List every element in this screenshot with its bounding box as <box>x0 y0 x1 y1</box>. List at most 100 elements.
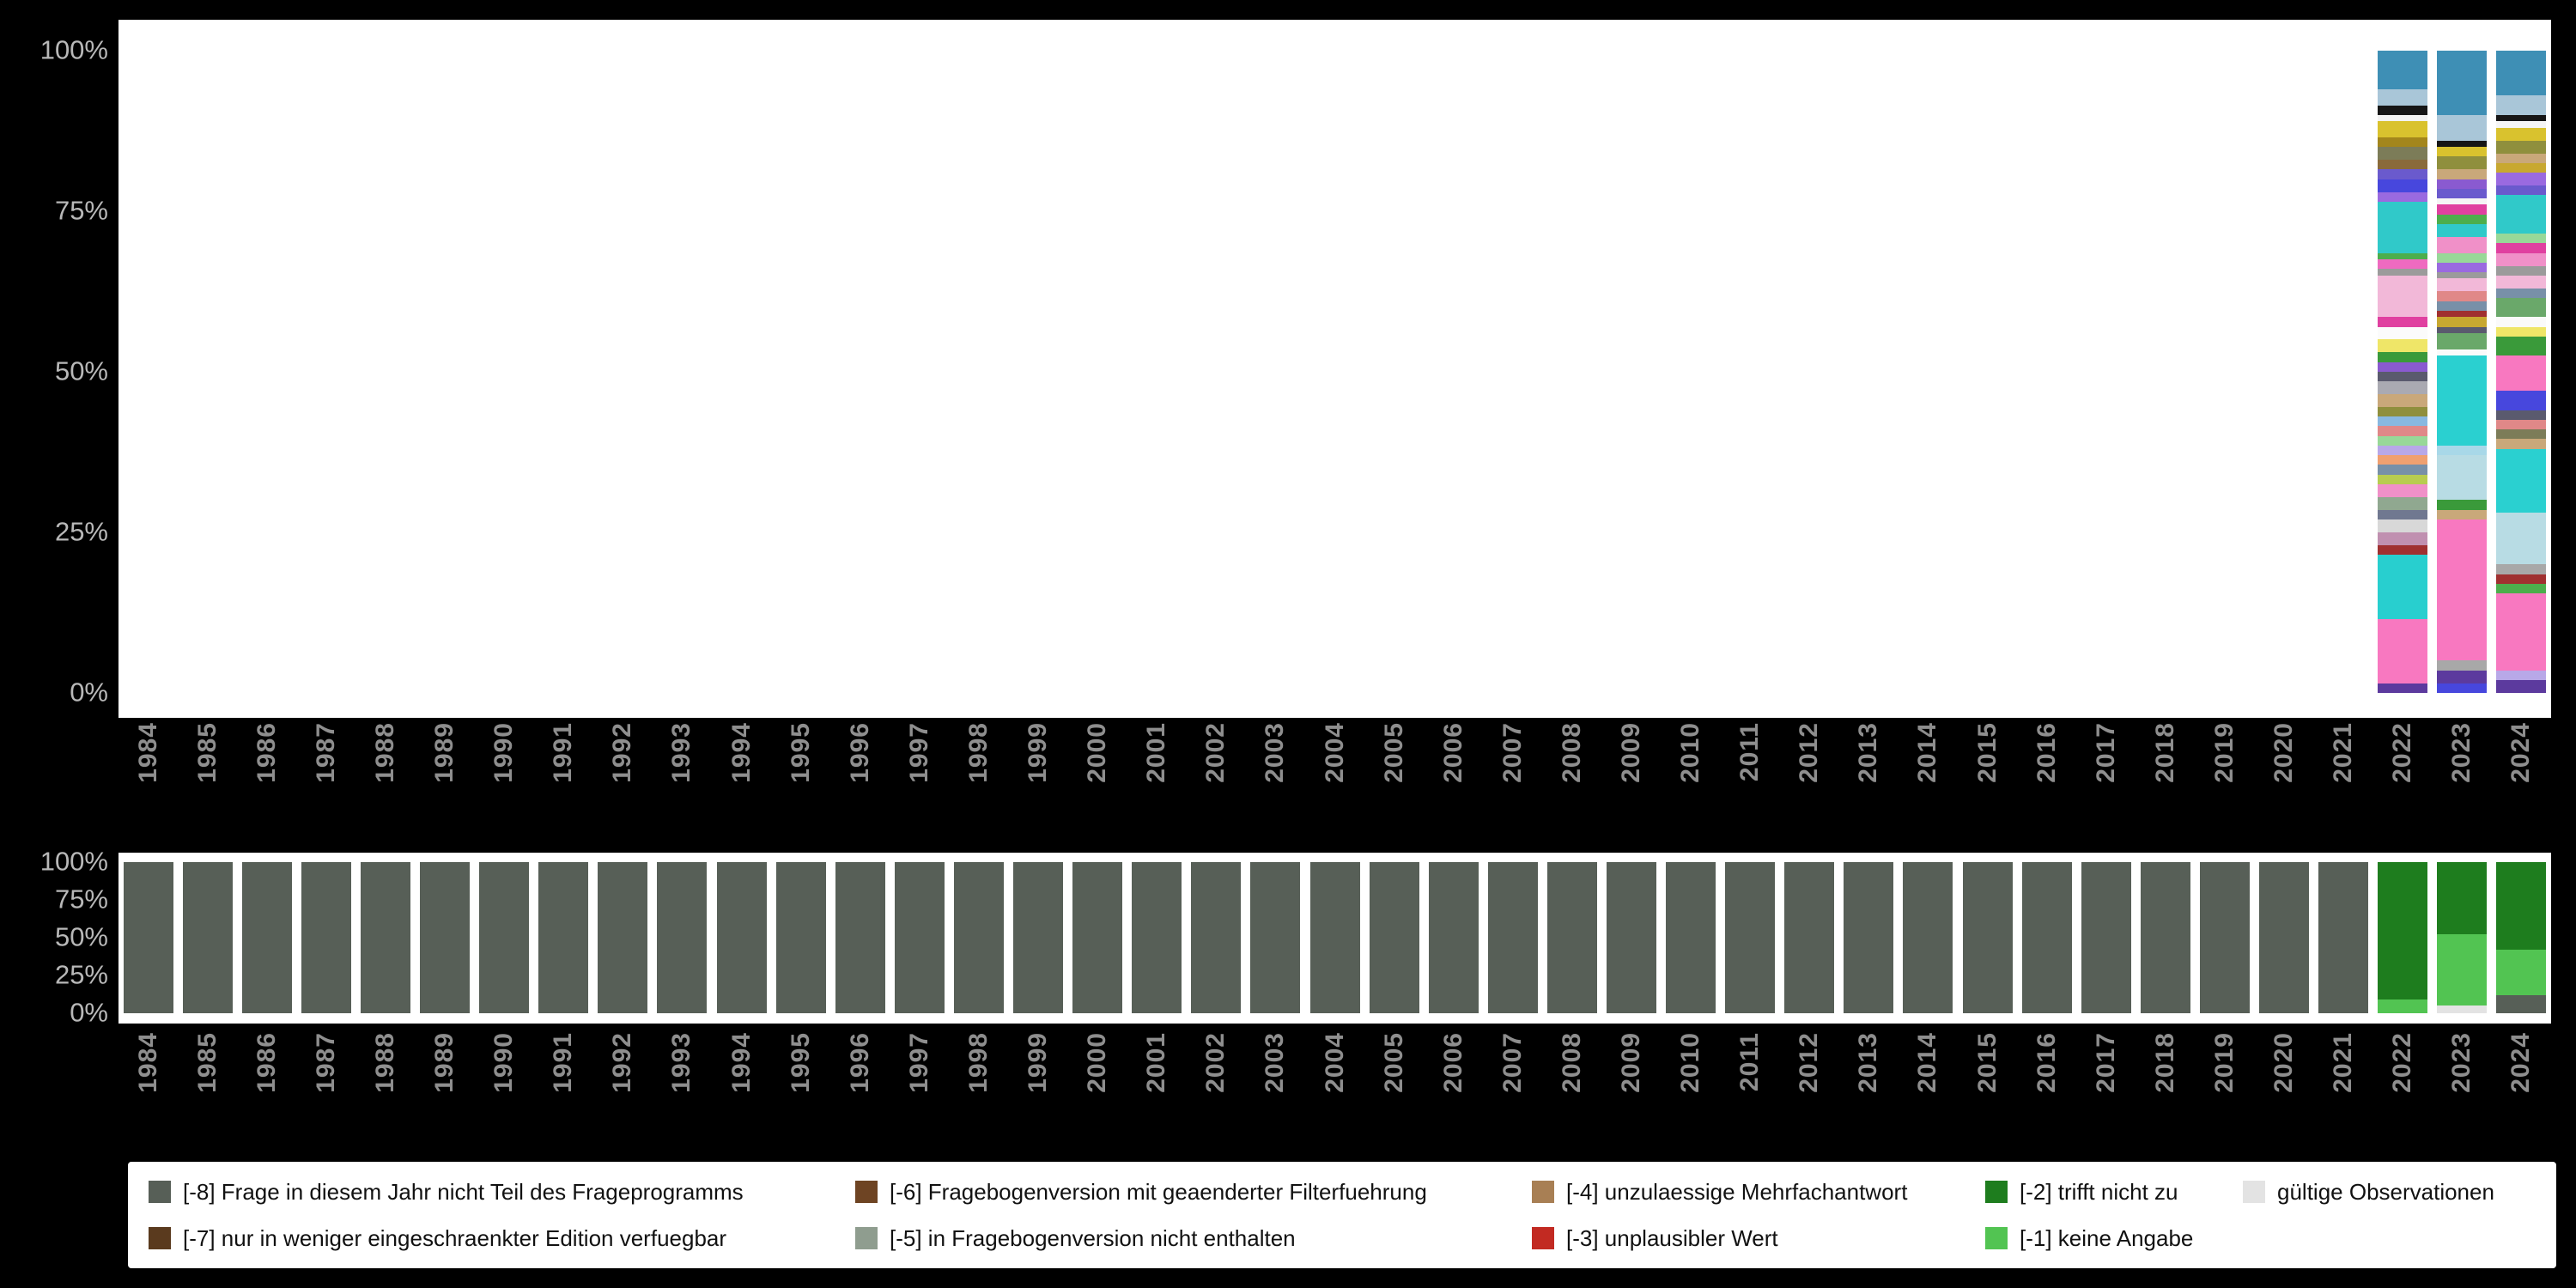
bar-segment <box>2437 236 2488 253</box>
bar-segment <box>2496 448 2547 513</box>
bar-segment <box>2496 574 2547 584</box>
bar-segment <box>835 862 885 1013</box>
x-tick-label: 1984 <box>133 722 162 783</box>
bar-segment <box>1606 862 1656 1013</box>
stacked-bar-2013 <box>1844 862 1894 1013</box>
x-tick-label: 2018 <box>2150 1032 2179 1093</box>
stacked-bar-1985 <box>182 862 233 1013</box>
bar-segment <box>2437 51 2488 115</box>
bar-segment <box>2318 862 2369 1013</box>
x-tick-label: 2006 <box>1438 1032 1467 1093</box>
stacked-bar-2005 <box>1369 862 1419 1013</box>
bar-segment <box>2496 950 2547 995</box>
bar-segment <box>2496 243 2547 253</box>
bar-segment <box>2496 114 2547 122</box>
stacked-bar-2017 <box>2081 862 2131 1013</box>
legend-swatch <box>1532 1181 1554 1203</box>
bar-segment <box>2259 862 2310 1013</box>
stacked-bar-2012 <box>1784 862 1835 1013</box>
x-tick-label: 1992 <box>608 1032 637 1093</box>
legend-label: [-3] unplausibler Wert <box>1566 1224 1778 1251</box>
stacked-bar-2021 <box>2318 862 2369 1013</box>
x-tick-label: 2008 <box>1557 722 1586 783</box>
stacked-bar-2008 <box>1546 862 1597 1013</box>
x-tick-label: 2007 <box>1498 1032 1527 1093</box>
bar-segment <box>2437 500 2488 510</box>
bar-segment <box>2378 999 2428 1013</box>
bar-segment <box>2437 445 2488 456</box>
legend-item: [-7] nur in weniger eingeschraenkter Edi… <box>149 1225 855 1252</box>
x-tick-label: 2010 <box>1676 722 1705 783</box>
x-tick-label: 2000 <box>1083 1032 1112 1093</box>
stacked-bar-2022 <box>2378 51 2428 693</box>
bar-segment <box>1546 862 1597 1013</box>
bar-segment <box>2378 555 2428 619</box>
bar-segment <box>2496 670 2547 680</box>
x-tick-label: 2010 <box>1676 1032 1705 1093</box>
legend-swatch <box>855 1227 878 1249</box>
x-tick-label: 2001 <box>1142 722 1171 783</box>
legend-label: [-2] trifft nicht zu <box>2020 1178 2178 1205</box>
x-tick-label: 2005 <box>1379 1032 1408 1093</box>
bar-segment <box>301 862 351 1013</box>
x-tick-label: 1998 <box>963 722 993 783</box>
x-tick-label: 1987 <box>311 722 340 783</box>
x-tick-label: 1989 <box>430 722 459 783</box>
legend-item: [-6] Fragebogenversion mit geaenderter F… <box>855 1179 1532 1206</box>
top-plot <box>118 20 2551 718</box>
bar-segment <box>2437 1005 2488 1013</box>
legend-item: [-4] unzulaessige Mehrfachantwort <box>1532 1179 1985 1206</box>
bar-segment <box>2496 173 2547 186</box>
bar-segment <box>2437 333 2488 349</box>
bar-segment <box>2378 317 2428 327</box>
bar-segment <box>2496 95 2547 115</box>
x-tick-label: 1996 <box>845 1032 874 1093</box>
x-tick-label: 2023 <box>2447 1032 2476 1093</box>
legend-swatch <box>149 1227 171 1249</box>
bar-segment <box>2496 275 2547 289</box>
legend-item: [-2] trifft nicht zu <box>1985 1179 2243 1206</box>
bar-segment <box>2378 465 2428 475</box>
x-tick-label: 1999 <box>1024 722 1052 783</box>
bar-segment <box>2378 445 2428 456</box>
legend-swatch <box>1985 1227 2008 1249</box>
bar-segment <box>2496 252 2547 266</box>
stacked-bar-1991 <box>538 862 589 1013</box>
bar-segment <box>2437 660 2488 671</box>
legend-swatch <box>2243 1181 2265 1203</box>
bar-segment <box>2437 355 2488 446</box>
bar-segment <box>2378 455 2428 465</box>
bar-segment <box>1784 862 1835 1013</box>
x-tick-label: 2012 <box>1795 1032 1824 1093</box>
x-tick-label: 2023 <box>2447 722 2476 783</box>
bar-segment <box>1013 862 1063 1013</box>
x-tick-label: 2007 <box>1498 722 1527 783</box>
bar-segment <box>2496 140 2547 154</box>
x-tick-label: 1999 <box>1024 1032 1052 1093</box>
stacked-bar-1998 <box>953 862 1004 1013</box>
bar-segment <box>2437 252 2488 263</box>
bar-segment <box>2378 105 2428 115</box>
bar-segment <box>123 862 173 1013</box>
bar-segment <box>2378 519 2428 532</box>
stacked-bar-2019 <box>2199 862 2250 1013</box>
legend-swatch <box>855 1181 878 1203</box>
bar-segment <box>2437 934 2488 1006</box>
stacked-bar-2001 <box>1132 862 1182 1013</box>
bar-segment <box>479 862 530 1013</box>
bar-segment <box>1844 862 1894 1013</box>
bar-segment <box>2378 862 2428 1000</box>
bar-segment <box>2199 862 2250 1013</box>
bar-segment <box>2378 259 2428 270</box>
stacked-bar-2010 <box>1666 862 1716 1013</box>
bar-segment <box>1903 862 1953 1013</box>
stacked-bar-1990 <box>479 862 530 1013</box>
x-tick-label: 1995 <box>786 722 815 783</box>
stacked-bar-2015 <box>1962 862 2013 1013</box>
legend-label: [-5] in Fragebogenversion nicht enthalte… <box>890 1224 1296 1251</box>
bar-segment <box>2496 391 2547 410</box>
y-tick-label: 0% <box>70 677 108 708</box>
bar-segment <box>2378 352 2428 362</box>
x-tick-label: 2015 <box>1972 722 2002 783</box>
